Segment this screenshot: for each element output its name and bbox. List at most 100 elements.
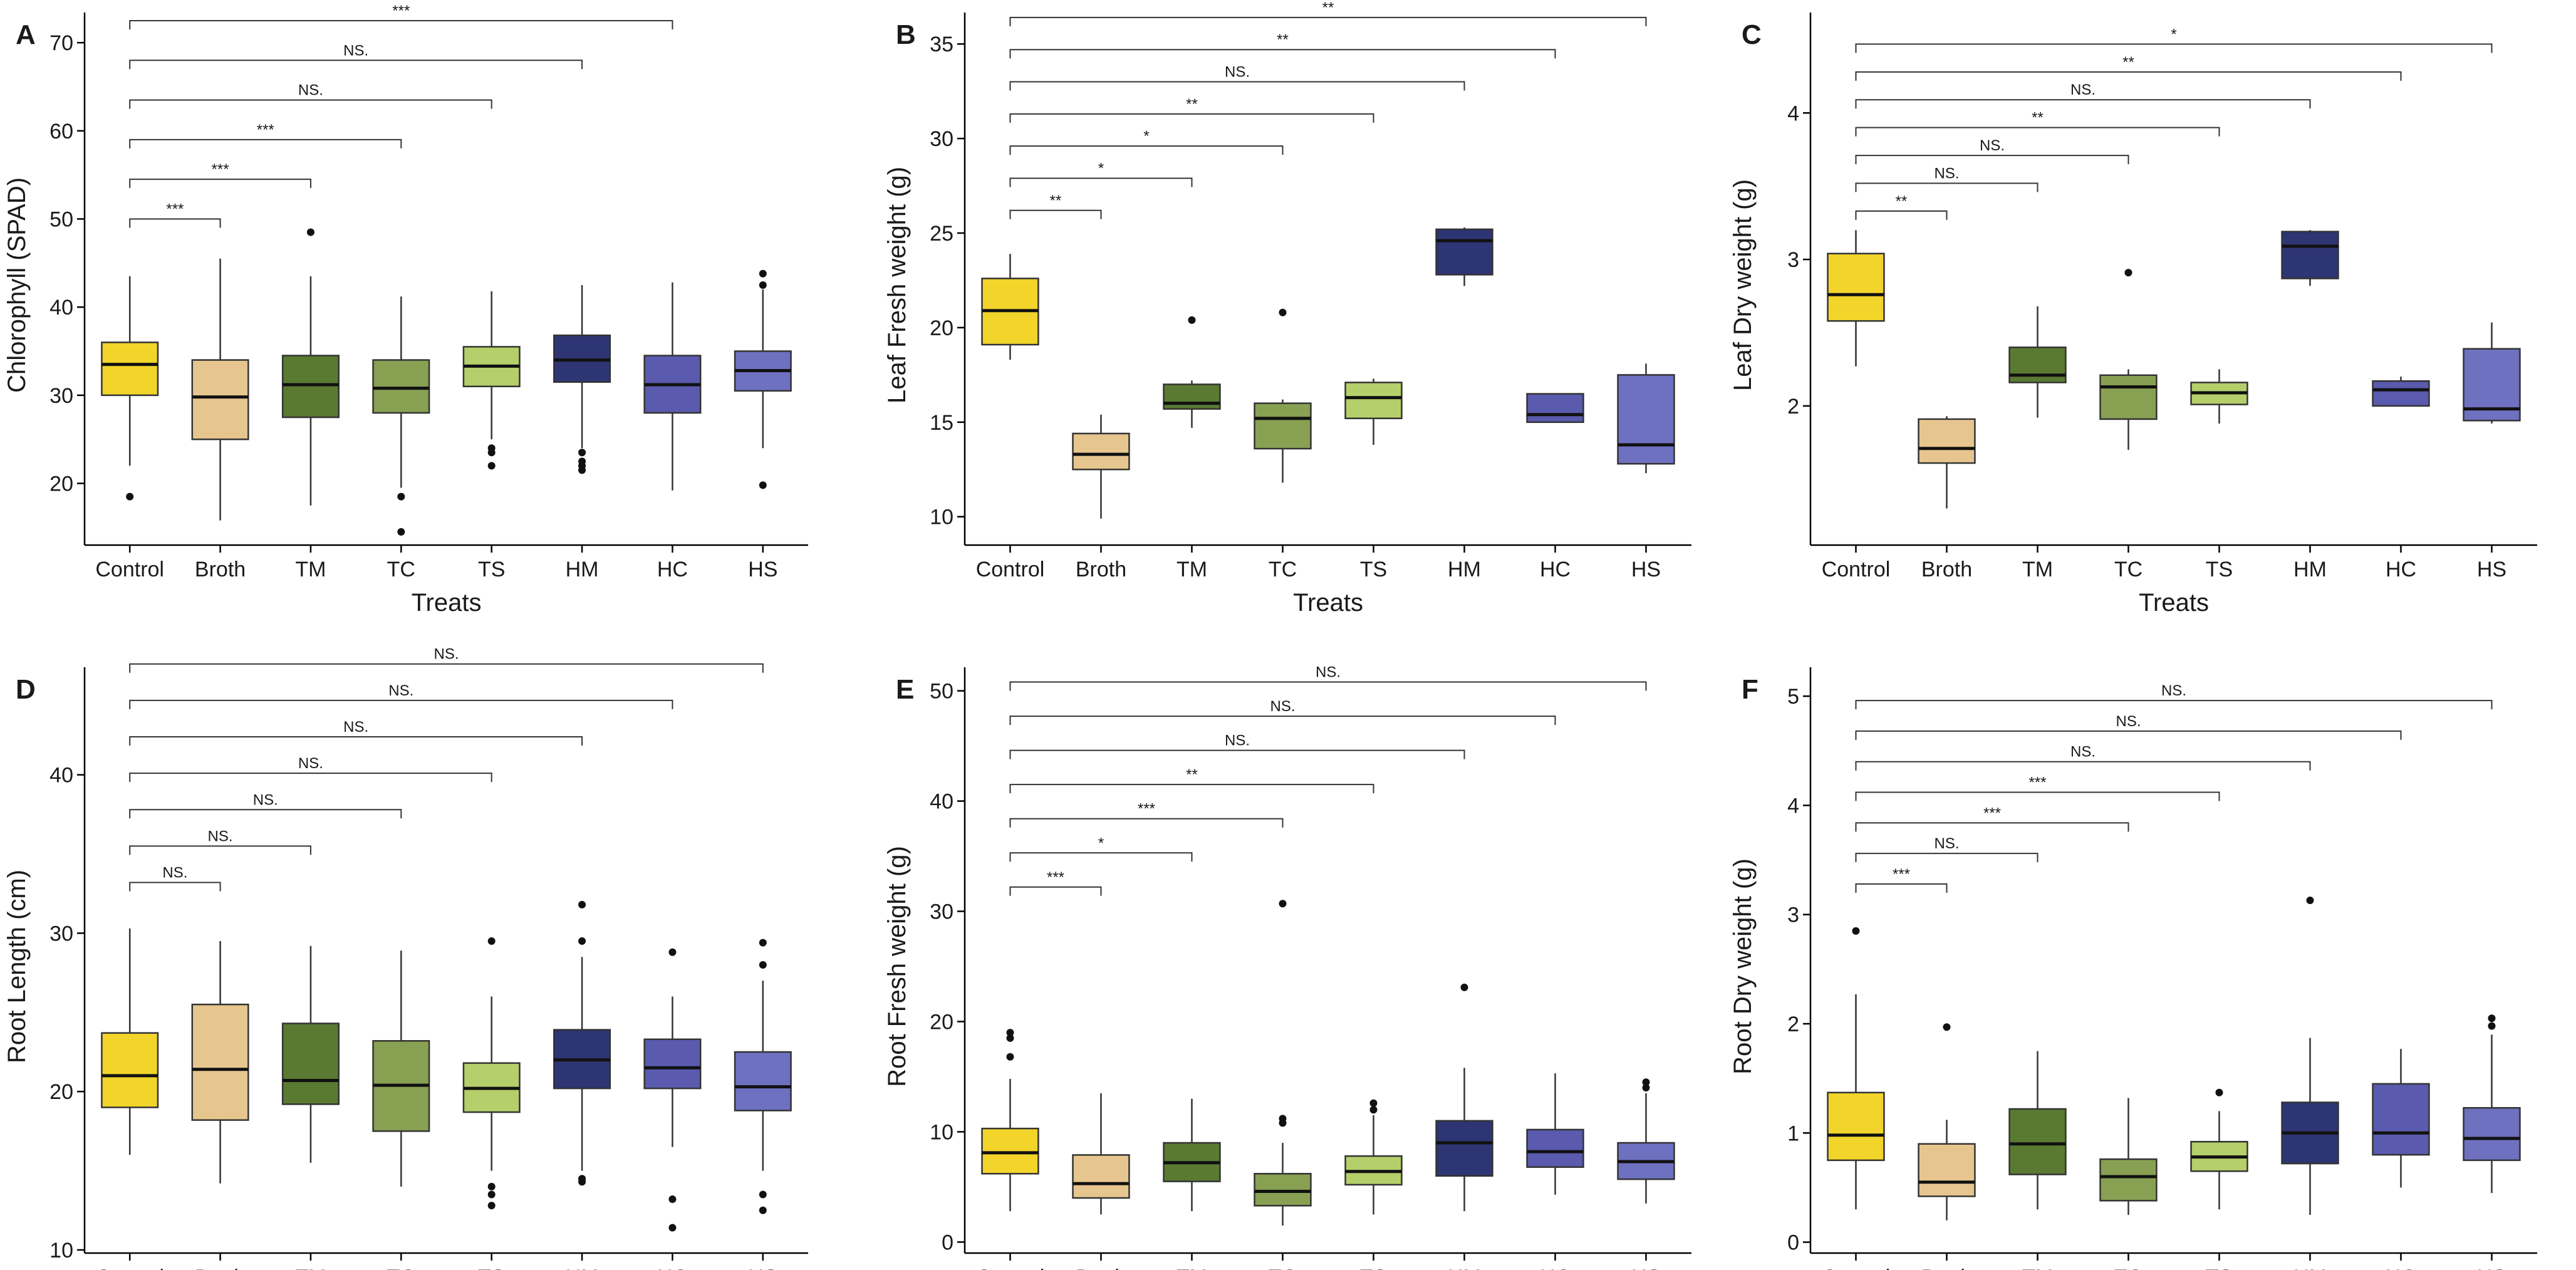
x-tick-label: TC — [1269, 1266, 1297, 1270]
outlier-point — [397, 528, 405, 536]
bracket-line — [129, 19, 673, 29]
box-control — [981, 254, 1039, 360]
x-tick-label: HS — [1631, 558, 1661, 581]
x-tick-label: TS — [478, 558, 505, 581]
panel-letter: A — [16, 19, 36, 50]
box-body — [191, 1003, 249, 1121]
x-tick-label: Control — [976, 1266, 1045, 1270]
box-tc — [2099, 1098, 2158, 1215]
y-axis-title: Leaf Fresh weight (g) — [883, 167, 911, 403]
significance-bracket: * — [1009, 835, 1193, 862]
outlier-point — [1279, 308, 1287, 316]
box-body — [2463, 1106, 2521, 1162]
panel-c: C 2 3 4 Leaf Dry weight (g) Treats Control Brot… — [1729, 13, 2537, 617]
bracket-line — [1855, 791, 2220, 801]
y-tick-label: 0 — [1787, 1231, 1799, 1255]
significance-label: NS. — [343, 719, 368, 736]
box-tm — [1163, 1098, 1221, 1212]
box-body — [101, 1032, 159, 1108]
significance-bracket: NS. — [1855, 682, 2493, 710]
box-tm — [2008, 306, 2067, 418]
box-ts — [1344, 1099, 1403, 1215]
box-tc — [2099, 269, 2158, 450]
significance-label: NS. — [1225, 732, 1250, 749]
bracket-line — [1009, 784, 1374, 794]
significance-bracket: *** — [1855, 774, 2220, 801]
x-tick-label: TS — [1360, 558, 1387, 581]
box-tc — [372, 950, 430, 1187]
bracket-line — [1855, 822, 2129, 832]
panel-letter: F — [1742, 674, 1758, 705]
x-tick-label: TS — [2206, 558, 2233, 581]
bracket-line — [1009, 681, 1647, 691]
outlier-point — [487, 462, 496, 470]
outlier-point — [2306, 897, 2314, 905]
y-tick-label: 30 — [49, 384, 73, 408]
box-tc — [1254, 308, 1312, 483]
y-tick-label: 35 — [930, 33, 953, 56]
box-control — [1827, 230, 1885, 367]
panel-letter: E — [896, 674, 914, 705]
y-axis-title: Root Fresh weight (g) — [883, 846, 911, 1087]
x-tick-label: HS — [2477, 1266, 2506, 1270]
y-tick-label: 3 — [1787, 248, 1799, 272]
outlier-point — [487, 1190, 496, 1199]
significance-label: *** — [392, 3, 410, 19]
box-body — [2372, 380, 2430, 407]
outlier-point — [578, 1178, 586, 1186]
box-body — [1163, 383, 1221, 410]
x-tick-label: HS — [1631, 1266, 1661, 1270]
box-hs — [2463, 322, 2521, 424]
y-tick-label: 15 — [930, 411, 953, 435]
bracket-line — [1855, 182, 2038, 192]
x-axis-title: Treats — [1293, 589, 1363, 617]
significance-bracket: NS. — [1855, 165, 2038, 192]
bracket-line — [1855, 730, 2402, 740]
significance-bracket: NS. — [1009, 64, 1465, 91]
significance-label: NS. — [2070, 744, 2096, 761]
y-tick-label: 20 — [930, 1010, 953, 1034]
box-ts — [462, 291, 521, 470]
bracket-line — [129, 736, 583, 746]
box-ts — [462, 937, 521, 1210]
box-hs — [1617, 1078, 1675, 1204]
x-tick-label: Control — [95, 1266, 164, 1270]
outlier-point — [1460, 983, 1468, 991]
box-tc — [372, 296, 430, 536]
significance-label: *** — [2028, 774, 2046, 791]
x-tick-label: Broth — [1921, 558, 1972, 581]
y-tick-label: 2 — [1787, 395, 1799, 419]
box-broth — [191, 258, 249, 521]
outlier-point — [1006, 1053, 1014, 1061]
significance-bracket: ** — [1855, 193, 1948, 220]
box-hs — [734, 269, 792, 489]
outlier-point — [759, 269, 767, 278]
x-tick-label: HS — [748, 558, 777, 581]
y-tick-label: 30 — [49, 922, 73, 945]
bracket-line — [129, 845, 311, 855]
box-body — [372, 359, 430, 414]
y-tick-label: 40 — [49, 764, 73, 788]
outlier-point — [1006, 1034, 1014, 1042]
significance-label: ** — [1050, 192, 1062, 209]
bracket-line — [1855, 853, 2038, 863]
box-control — [101, 276, 159, 501]
box-tm — [2008, 1051, 2067, 1210]
significance-label: NS. — [1225, 64, 1250, 81]
x-tick-label: TS — [478, 1266, 505, 1270]
y-tick-label: 40 — [49, 296, 73, 320]
bracket-line — [1855, 127, 2220, 137]
significance-label: * — [1098, 835, 1104, 851]
significance-bracket: NS. — [129, 865, 221, 892]
y-tick-label: 10 — [49, 1239, 73, 1262]
box-hm — [553, 900, 611, 1186]
outlier-point — [487, 449, 496, 457]
outlier-point — [759, 281, 767, 289]
box-body — [734, 1051, 792, 1111]
significance-bracket: NS. — [1009, 664, 1647, 691]
significance-bracket: NS. — [129, 719, 583, 746]
significance-bracket: * — [1009, 128, 1284, 155]
box-body — [1918, 1143, 1976, 1197]
